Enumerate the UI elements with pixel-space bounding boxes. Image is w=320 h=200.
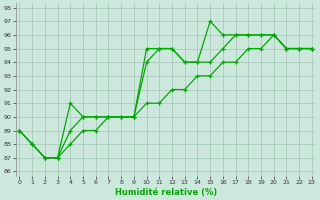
X-axis label: Humidité relative (%): Humidité relative (%) xyxy=(115,188,217,197)
